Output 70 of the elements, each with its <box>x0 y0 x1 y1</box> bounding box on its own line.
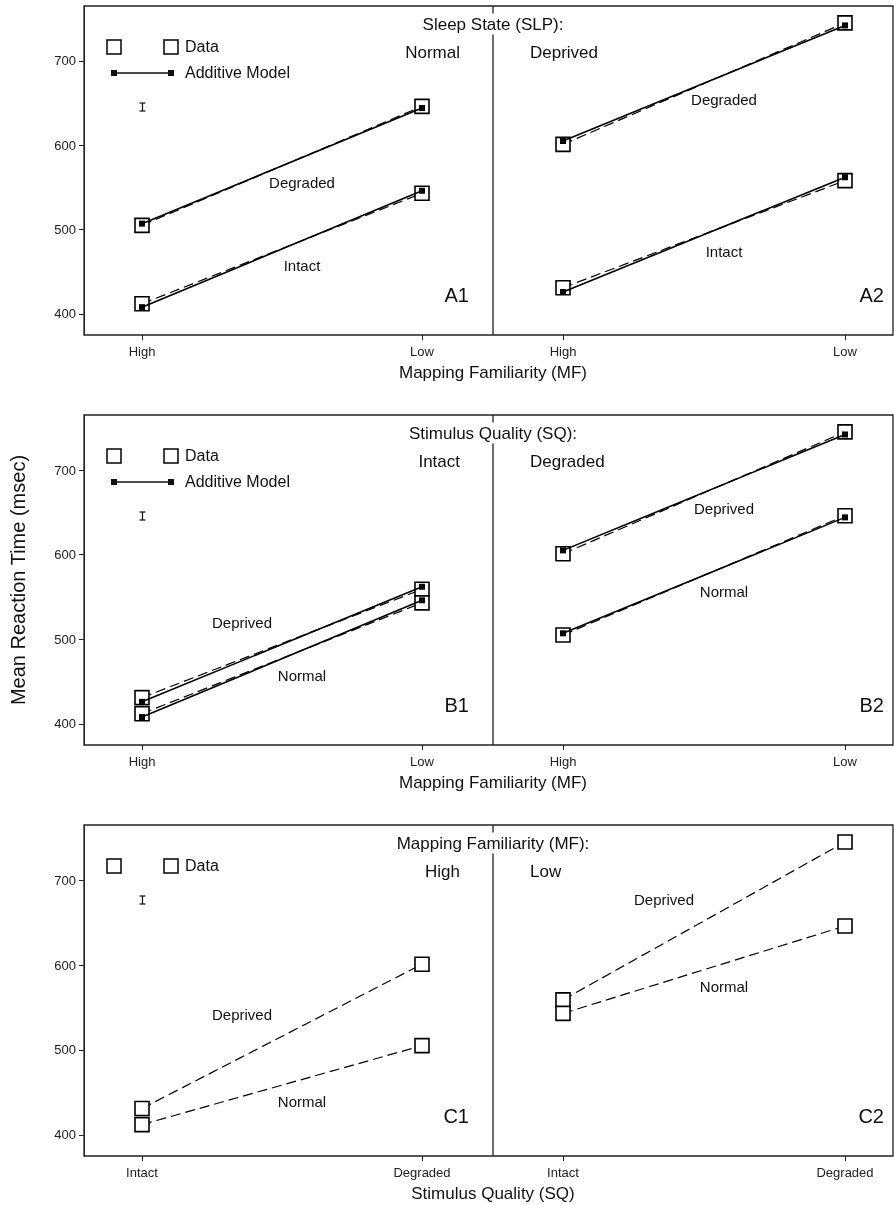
text: High <box>425 861 460 881</box>
y-tick-label: 500 <box>54 631 76 647</box>
x-axis-title: Mapping Familiarity (MF) <box>399 362 587 382</box>
x-tick-label: High <box>549 754 577 769</box>
y-axis-title: Mean Reaction Time (msec) <box>7 454 29 706</box>
series-label: Intact <box>705 242 743 260</box>
y-tick-label: 400 <box>54 1127 76 1143</box>
series-label: Degraded <box>691 90 757 108</box>
x-tick-label: Low <box>410 344 435 359</box>
text: Deprived <box>530 42 599 62</box>
point <box>139 698 145 705</box>
annotation: C1 <box>443 1105 469 1127</box>
y-tick-label: 600 <box>54 547 76 563</box>
annotation: Data <box>185 857 219 874</box>
text: Normal <box>405 42 460 62</box>
annotation: B2 <box>859 694 884 716</box>
annotation: Data <box>185 38 219 55</box>
point <box>414 1037 430 1054</box>
annotation: Data <box>185 447 219 464</box>
annotation: C2 <box>858 1105 884 1127</box>
x-axis-title: Stimulus Quality (SQ) <box>411 1183 575 1203</box>
y-tick-label: 700 <box>54 462 76 478</box>
annotation: B1 <box>444 694 469 716</box>
point <box>837 834 853 850</box>
series-label: Normal <box>699 582 749 600</box>
y-tick-label: 600 <box>54 957 76 973</box>
text: Mapping Familiarity (MF): <box>393 832 593 854</box>
x-axis-title: Mapping Familiarity (MF) <box>399 772 587 792</box>
series-label: Degraded <box>269 173 335 191</box>
series-label: Deprived <box>211 1005 273 1023</box>
series-label: Deprived <box>211 613 273 631</box>
text: Stimulus Quality (SQ): <box>405 422 581 444</box>
x-tick-label: High <box>128 344 156 359</box>
x-tick-label: Intact <box>126 1165 159 1180</box>
x-tick-label: Intact <box>547 1165 580 1180</box>
series-label: Deprived <box>633 890 695 908</box>
y-tick-label: 400 <box>54 306 76 322</box>
x-tick-label: Degraded <box>393 1165 451 1180</box>
text: Intact <box>418 451 460 471</box>
text: Sleep State (SLP): <box>419 13 567 35</box>
series-label: Normal <box>277 1092 327 1110</box>
y-tick-label: 600 <box>54 137 76 153</box>
x-tick-label: Low <box>833 344 858 359</box>
annotation: A1 <box>444 284 469 306</box>
annotation: Additive Model <box>185 64 290 81</box>
point <box>555 992 571 1008</box>
y-tick-label: 700 <box>54 872 76 888</box>
x-tick-label: Low <box>410 754 435 769</box>
point <box>560 137 566 144</box>
series-label: Deprived <box>693 499 755 517</box>
point <box>134 1100 150 1117</box>
x-tick-label: High <box>549 344 577 359</box>
point <box>414 956 430 972</box>
point <box>555 1005 571 1022</box>
text: Degraded <box>530 451 605 471</box>
y-tick-label: 400 <box>54 716 76 732</box>
y-tick-label: 500 <box>54 1042 76 1058</box>
x-tick-label: Degraded <box>816 1165 874 1180</box>
series-label: Normal <box>699 977 749 995</box>
y-tick-label: 500 <box>54 222 76 238</box>
y-tick-label: 700 <box>54 53 76 69</box>
text: Low <box>530 861 562 881</box>
point <box>134 1116 150 1133</box>
x-tick-label: Low <box>833 754 858 769</box>
annotation: Additive Model <box>185 473 290 490</box>
series-label: Intact <box>283 256 321 274</box>
point <box>837 918 853 934</box>
annotation: A2 <box>859 284 884 306</box>
series-label: Normal <box>277 666 327 684</box>
x-tick-label: High <box>128 754 156 769</box>
